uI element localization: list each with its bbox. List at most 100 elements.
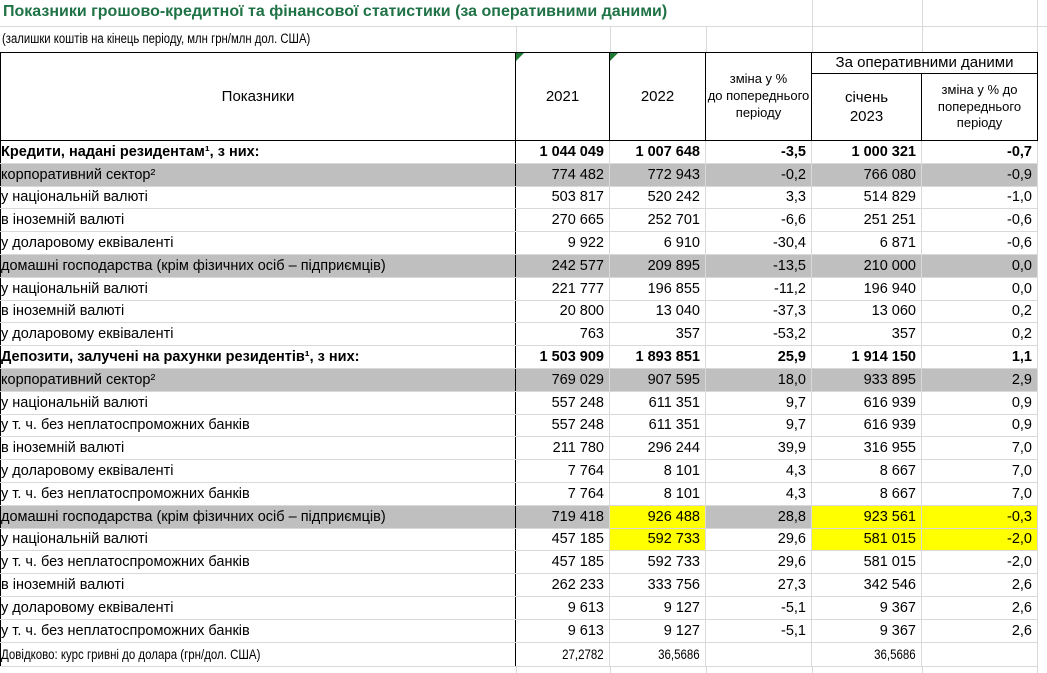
col-group-operational-data[interactable]: За оперативними даними <box>810 52 1039 74</box>
value-cell[interactable]: 36,5686 <box>811 641 922 667</box>
value-cell[interactable]: 0,2 <box>921 300 1039 324</box>
value-cell[interactable]: 357 <box>811 322 922 347</box>
value-cell[interactable]: 457 185 <box>515 528 610 552</box>
row-label-cell[interactable]: в іноземній валюті <box>0 300 516 324</box>
value-cell[interactable]: 7 764 <box>515 459 610 483</box>
col-header-change-operational[interactable]: зміна у % до попереднього періоду <box>920 73 1039 141</box>
value-cell[interactable]: 616 939 <box>811 391 922 415</box>
value-cell[interactable]: 923 561 <box>811 505 922 529</box>
value-cell[interactable]: -0,6 <box>921 231 1039 255</box>
value-cell[interactable]: 209 895 <box>609 254 706 278</box>
col-header-2021[interactable]: 2021 <box>515 52 610 141</box>
value-cell[interactable]: 4,3 <box>705 459 812 483</box>
value-cell[interactable]: 13 040 <box>609 300 706 324</box>
row-label-cell[interactable]: домашні господарства (крім фізичних осіб… <box>0 505 516 529</box>
value-cell[interactable]: 9,7 <box>705 391 812 415</box>
row-label-cell[interactable]: в іноземній валюті <box>0 208 516 233</box>
value-cell[interactable]: 342 546 <box>811 573 922 597</box>
value-cell[interactable]: 211 780 <box>515 436 610 461</box>
value-cell[interactable]: 0,0 <box>921 277 1039 301</box>
value-cell[interactable]: 251 251 <box>811 208 922 233</box>
value-cell[interactable]: 210 000 <box>811 254 922 278</box>
row-label-cell[interactable]: у т. ч. без неплатоспроможних банків <box>0 482 516 506</box>
value-cell[interactable]: 316 955 <box>811 436 922 461</box>
value-cell[interactable]: 221 777 <box>515 277 610 301</box>
value-cell[interactable]: 763 <box>515 322 610 347</box>
value-cell[interactable]: 357 <box>609 322 706 347</box>
value-cell[interactable]: 2,6 <box>921 619 1039 643</box>
row-label-cell[interactable]: у національній валюті <box>0 277 516 301</box>
value-cell[interactable]: 29,6 <box>705 528 812 552</box>
value-cell[interactable]: 769 029 <box>515 368 610 392</box>
col-header-change[interactable]: зміна у % до попереднього періоду <box>705 52 812 141</box>
value-cell[interactable]: 196 940 <box>811 277 922 301</box>
value-cell[interactable]: -30,4 <box>705 231 812 255</box>
row-label-cell[interactable]: у національній валюті <box>0 186 516 210</box>
value-cell[interactable]: 9 127 <box>609 619 706 643</box>
value-cell[interactable]: -6,6 <box>705 208 812 233</box>
value-cell[interactable]: -0,2 <box>705 163 812 187</box>
value-cell[interactable]: 27,2782 <box>515 641 610 667</box>
row-label-cell[interactable]: у доларовому еквіваленті <box>0 459 516 483</box>
value-cell[interactable]: 36,5686 <box>609 641 706 667</box>
value-cell[interactable]: -0,3 <box>921 505 1039 529</box>
value-cell[interactable]: 457 185 <box>515 550 610 575</box>
value-cell[interactable]: 39,9 <box>705 436 812 461</box>
value-cell[interactable]: -11,2 <box>705 277 812 301</box>
value-cell[interactable]: 0,9 <box>921 414 1039 438</box>
value-cell[interactable]: 18,0 <box>705 368 812 392</box>
value-cell[interactable]: 1 007 648 <box>609 140 706 164</box>
value-cell[interactable]: 1 893 851 <box>609 345 706 369</box>
value-cell[interactable]: 2,6 <box>921 573 1039 597</box>
value-cell[interactable]: 503 817 <box>515 186 610 210</box>
value-cell[interactable]: 611 351 <box>609 391 706 415</box>
row-label-cell[interactable]: Кредити, надані резидентам¹, з них: <box>0 140 516 164</box>
value-cell[interactable]: 1 914 150 <box>811 345 922 369</box>
value-cell[interactable]: -13,5 <box>705 254 812 278</box>
value-cell[interactable]: 13 060 <box>811 300 922 324</box>
value-cell[interactable]: 9 367 <box>811 619 922 643</box>
value-cell[interactable]: -5,1 <box>705 596 812 620</box>
value-cell[interactable]: 4,3 <box>705 482 812 506</box>
value-cell[interactable]: 557 248 <box>515 414 610 438</box>
value-cell[interactable]: 2,9 <box>921 368 1039 392</box>
row-label-cell[interactable]: домашні господарства (крім фізичних осіб… <box>0 254 516 278</box>
value-cell[interactable]: 25,9 <box>705 345 812 369</box>
row-label-cell[interactable]: у доларовому еквіваленті <box>0 596 516 620</box>
value-cell[interactable]: 7,0 <box>921 436 1039 461</box>
value-cell[interactable]: 8 101 <box>609 459 706 483</box>
value-cell[interactable]: -5,1 <box>705 619 812 643</box>
row-label-cell[interactable]: у т. ч. без неплатоспроможних банків <box>0 550 516 575</box>
value-cell[interactable] <box>705 641 812 667</box>
value-cell[interactable]: 933 895 <box>811 368 922 392</box>
value-cell[interactable]: -1,0 <box>921 186 1039 210</box>
value-cell[interactable]: 592 733 <box>609 550 706 575</box>
value-cell[interactable]: 1,1 <box>921 345 1039 369</box>
value-cell[interactable]: 9,7 <box>705 414 812 438</box>
value-cell[interactable]: 1 503 909 <box>515 345 610 369</box>
value-cell[interactable]: 6 910 <box>609 231 706 255</box>
value-cell[interactable]: 7,0 <box>921 459 1039 483</box>
row-label-cell[interactable]: у національній валюті <box>0 391 516 415</box>
value-cell[interactable]: 0,9 <box>921 391 1039 415</box>
value-cell[interactable]: -0,6 <box>921 208 1039 233</box>
value-cell[interactable]: 592 733 <box>609 528 706 552</box>
value-cell[interactable]: -53,2 <box>705 322 812 347</box>
value-cell[interactable]: 581 015 <box>811 550 922 575</box>
value-cell[interactable]: -2,0 <box>921 550 1039 575</box>
value-cell[interactable]: 9 613 <box>515 619 610 643</box>
value-cell[interactable]: 514 829 <box>811 186 922 210</box>
value-cell[interactable]: 557 248 <box>515 391 610 415</box>
value-cell[interactable]: 926 488 <box>609 505 706 529</box>
value-cell[interactable]: 270 665 <box>515 208 610 233</box>
value-cell[interactable]: 7,0 <box>921 482 1039 506</box>
value-cell[interactable]: 333 756 <box>609 573 706 597</box>
row-label-cell[interactable]: корпоративний сектор² <box>0 368 516 392</box>
row-label-cell[interactable]: у національній валюті <box>0 528 516 552</box>
row-label-cell[interactable]: корпоративний сектор² <box>0 163 516 187</box>
row-label-cell[interactable]: у т. ч. без неплатоспроможних банків <box>0 619 516 643</box>
value-cell[interactable] <box>921 641 1039 667</box>
row-label-cell[interactable]: у доларовому еквіваленті <box>0 322 516 347</box>
value-cell[interactable]: 611 351 <box>609 414 706 438</box>
col-header-2022[interactable]: 2022 <box>609 52 706 141</box>
